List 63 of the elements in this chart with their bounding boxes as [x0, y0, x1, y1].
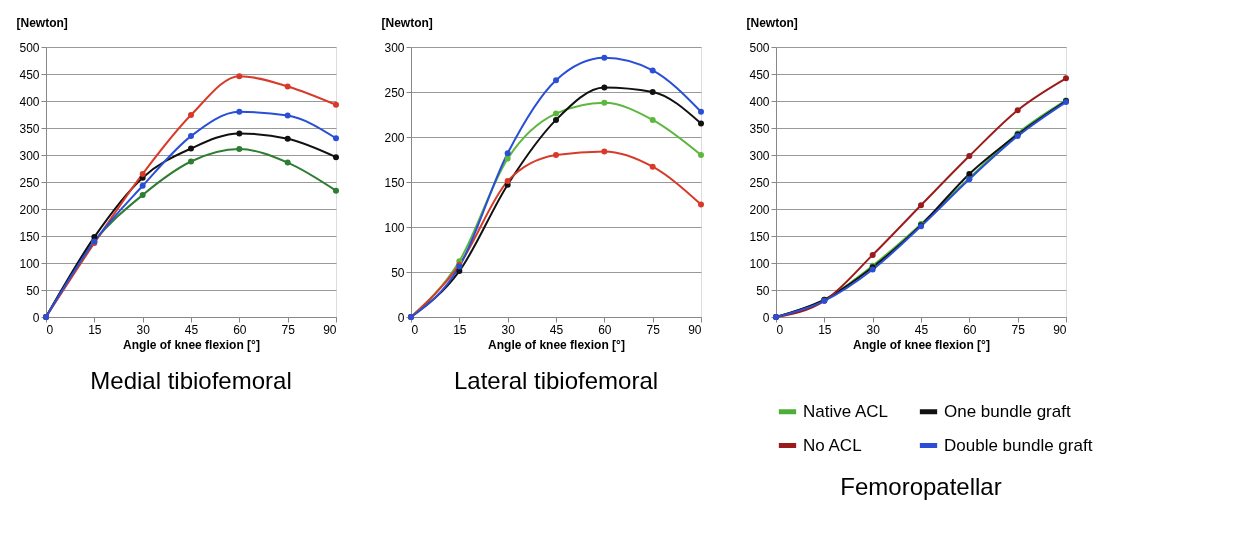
y-tick-label: 0 — [762, 310, 770, 325]
x-tick-label: 15 — [88, 322, 102, 337]
x-tick-label: 75 — [281, 322, 296, 337]
x-tick-label: 0 — [776, 322, 784, 337]
x-tick-label: 75 — [1011, 322, 1026, 337]
text: Femoropatellar — [840, 473, 1002, 500]
y-tick-label: 300 — [19, 148, 40, 163]
x-tick-label: 45 — [914, 322, 929, 337]
y-axis-title: [Newton] — [16, 15, 68, 30]
x-tick-label: 60 — [598, 322, 612, 337]
y-tick-label: 200 — [19, 202, 40, 217]
x-axis-title: Angle of knee flexion [°] — [853, 337, 990, 352]
y-tick-label: 150 — [749, 229, 770, 244]
text: Lateral tibiofemoral — [453, 367, 659, 394]
x-axis-title: Angle of knee flexion [°] — [488, 337, 625, 352]
y-tick-label: 500 — [19, 40, 40, 55]
x-axis-title: Angle of knee flexion [°] — [123, 337, 260, 352]
x-tick-label: 0 — [46, 322, 54, 337]
y-tick-label: 250 — [19, 175, 40, 190]
y-axis-title: [Newton] — [746, 15, 798, 30]
x-tick-label: 45 — [184, 322, 199, 337]
y-axis-title: [Newton] — [381, 15, 433, 30]
y-tick-label: 300 — [749, 148, 770, 163]
y-tick-label: 450 — [749, 67, 770, 82]
x-tick-label: 30 — [136, 322, 151, 337]
y-tick-label: 300 — [384, 40, 405, 55]
y-tick-label: 150 — [384, 175, 405, 190]
y-tick-label: 350 — [19, 121, 40, 136]
y-tick-label: 50 — [391, 265, 405, 280]
x-tick-label: 75 — [646, 322, 661, 337]
y-tick-label: 0 — [32, 310, 40, 325]
x-tick-label: 60 — [963, 322, 977, 337]
y-tick-label: 250 — [384, 85, 405, 100]
x-tick-label: 0 — [411, 322, 419, 337]
y-tick-label: 200 — [384, 130, 405, 145]
y-tick-label: 250 — [749, 175, 770, 190]
y-tick-label: 50 — [26, 283, 40, 298]
y-tick-label: 100 — [749, 256, 770, 271]
x-tick-label: 60 — [233, 322, 247, 337]
text: Medial tibiofemoral — [90, 367, 292, 394]
y-tick-label: 0 — [397, 310, 405, 325]
y-tick-label: 100 — [19, 256, 40, 271]
legend-label: No ACL — [803, 435, 862, 455]
x-tick-label: 30 — [501, 322, 516, 337]
y-tick-label: 450 — [19, 67, 40, 82]
legend-label: Double bundle graft — [944, 435, 1093, 455]
legend-label: One bundle graft — [944, 401, 1071, 421]
y-tick-label: 400 — [19, 94, 40, 109]
y-tick-label: 100 — [384, 220, 405, 235]
y-tick-label: 400 — [749, 94, 770, 109]
y-tick-label: 150 — [19, 229, 40, 244]
x-tick-label: 15 — [453, 322, 467, 337]
x-tick-label: 15 — [818, 322, 832, 337]
x-tick-label: 90 — [323, 322, 337, 337]
y-tick-label: 350 — [749, 121, 770, 136]
x-tick-label: 90 — [688, 322, 702, 337]
x-tick-label: 90 — [1053, 322, 1067, 337]
x-tick-label: 45 — [549, 322, 564, 337]
y-tick-label: 50 — [756, 283, 770, 298]
x-tick-label: 30 — [866, 322, 881, 337]
legend-label: Native ACL — [803, 401, 889, 421]
y-tick-label: 200 — [749, 202, 770, 217]
y-tick-label: 500 — [749, 40, 770, 55]
